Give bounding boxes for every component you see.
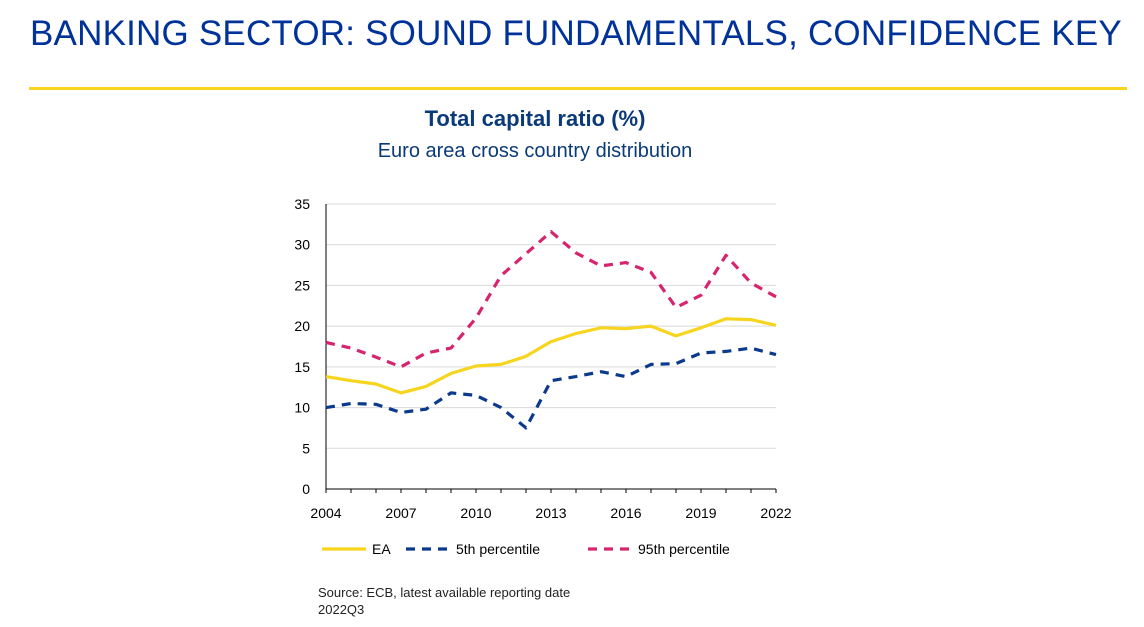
y-tick-label: 10 (294, 400, 310, 416)
y-tick-label: 20 (294, 318, 310, 334)
x-tick-label: 2013 (535, 505, 566, 521)
y-axis-ticks: 0 5 10 15 20 25 30 35 (294, 196, 310, 497)
x-axis-ticks: 2004 2007 2010 2013 2016 2019 2022 (310, 505, 791, 521)
y-tick-label: 25 (294, 277, 310, 293)
y-tick-label: 35 (294, 196, 310, 212)
legend-label: 5th percentile (456, 541, 540, 557)
source-date: 2022Q3 (318, 602, 365, 617)
title-divider (29, 87, 1127, 90)
series-lines (325, 230, 777, 430)
legend: EA 5th percentile 95th percentile (322, 541, 730, 557)
y-tick-label: 0 (302, 481, 310, 497)
legend-label: 95th percentile (638, 541, 730, 557)
y-tick-label: 5 (302, 440, 310, 456)
legend-label: EA (372, 541, 391, 557)
y-tick-label: 15 (294, 359, 310, 375)
slide-title: BANKING SECTOR: SOUND FUNDAMENTALS, CONF… (30, 14, 1122, 53)
chart-title: Total capital ratio (%) (424, 106, 646, 131)
x-tick-label: 2004 (310, 505, 341, 521)
x-tick-label: 2010 (460, 505, 491, 521)
chart-subtitle: Euro area cross country distribution (377, 140, 693, 162)
series-line-5th-percentile (325, 346, 777, 430)
series-line-ea (325, 317, 777, 395)
y-tick-label: 30 (294, 237, 310, 253)
source-note: Source: ECB, latest available reporting … (318, 585, 571, 600)
x-tick-label: 2007 (385, 505, 416, 521)
axes (325, 204, 777, 493)
series-line-95th-percentile (325, 230, 777, 369)
x-tick-label: 2019 (685, 505, 716, 521)
grid-lines (326, 203, 776, 449)
x-tick-label: 2016 (610, 505, 641, 521)
x-tick-label: 2022 (760, 505, 791, 521)
